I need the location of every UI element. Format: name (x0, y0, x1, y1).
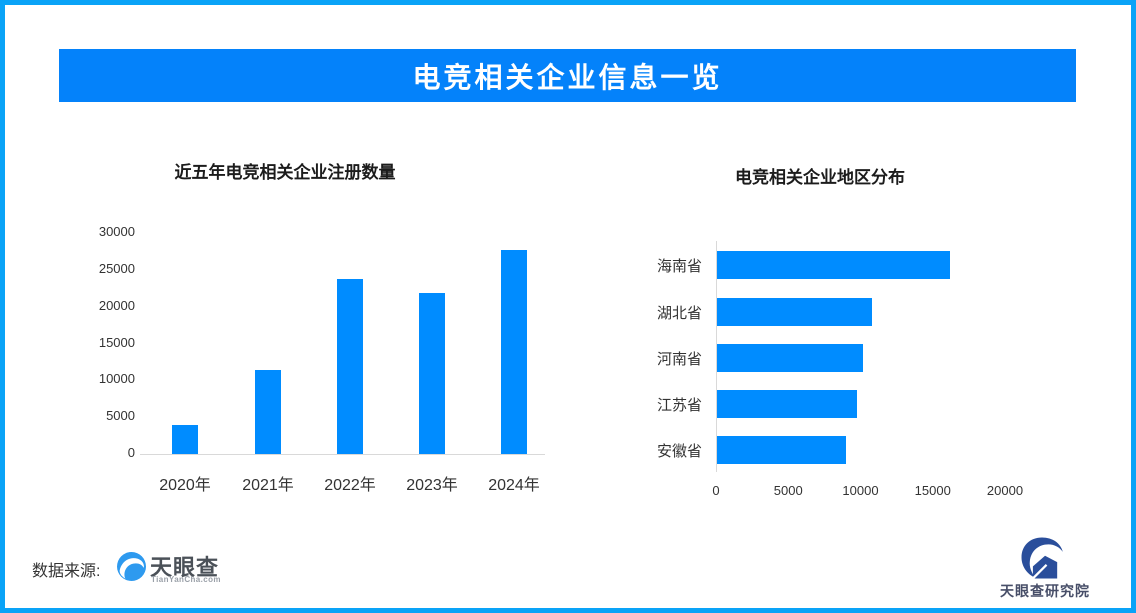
bar (717, 297, 872, 326)
bar (419, 293, 445, 454)
tianyancha-logo-icon (117, 552, 146, 581)
right-chart-title: 电竞相关企业地区分布 (735, 168, 905, 187)
category-label: 河南省 (656, 351, 702, 368)
category-label: 海南省 (656, 257, 702, 275)
tianyancha-logo-domain: TianYanCha.com (151, 575, 221, 584)
tianyancha-logo-text: 天眼查 (150, 555, 220, 580)
tyc-research-institute-logo: 天眼查研究院 (980, 536, 1110, 599)
region-distribution-bar-chart: 电竞相关企业地区分布 海南省湖北省河南省江苏省安徽省 0 5000 10000 1500… (630, 155, 1110, 520)
bar (717, 390, 857, 418)
bar (172, 425, 198, 454)
x-tick-label: 10000 (842, 483, 879, 498)
category-label: 安徽省 (656, 443, 702, 460)
x-tick-label: 0 (712, 483, 720, 498)
bar (501, 250, 527, 454)
x-tick-label: 20000 (986, 483, 1024, 498)
title-banner: 电竞相关企业信息一览 (59, 49, 1076, 102)
bar (717, 344, 863, 372)
y-tick-label: 10000 (98, 371, 135, 387)
category-label: 江苏省 (656, 397, 702, 414)
x-category-label: 2020年 (159, 477, 211, 494)
bar (337, 279, 363, 454)
registration-count-bar-chart: 近五年电竞相关企业注册数量 0 5000 10000 15000 20000 25000 3… (99, 155, 570, 520)
x-tick-label: 5000 (773, 483, 803, 498)
bar (717, 436, 846, 464)
y-tick-label: 25000 (98, 260, 135, 276)
data-source-label: 数据来源: (32, 563, 101, 580)
left-chart-title: 近五年电竞相关企业注册数量 (174, 163, 396, 182)
tianyancha-logo: 天眼查 TianYanCha.com (117, 551, 237, 589)
x-category-label: 2022年 (324, 477, 376, 494)
tyc-research-institute-icon (1021, 537, 1063, 580)
x-tick-label: 15000 (914, 483, 951, 498)
x-category-label: 2024年 (488, 477, 540, 494)
x-axis-line (140, 454, 545, 455)
y-tick-label: 20000 (98, 297, 135, 313)
category-label: 湖北省 (656, 304, 702, 322)
tyc-research-institute-name: 天眼查研究院 (1000, 583, 1090, 599)
bar (717, 250, 950, 279)
y-tick-label: 30000 (98, 224, 135, 239)
x-category-label: 2021年 (242, 477, 294, 494)
y-axis-line (716, 241, 717, 472)
y-tick-label: 0 (127, 445, 135, 460)
y-tick-label: 5000 (106, 408, 135, 424)
y-tick-label: 15000 (98, 334, 135, 350)
page-title: 电竞相关企业信息一览 (412, 61, 723, 93)
bar (255, 370, 281, 454)
x-category-label: 2023年 (406, 477, 458, 494)
